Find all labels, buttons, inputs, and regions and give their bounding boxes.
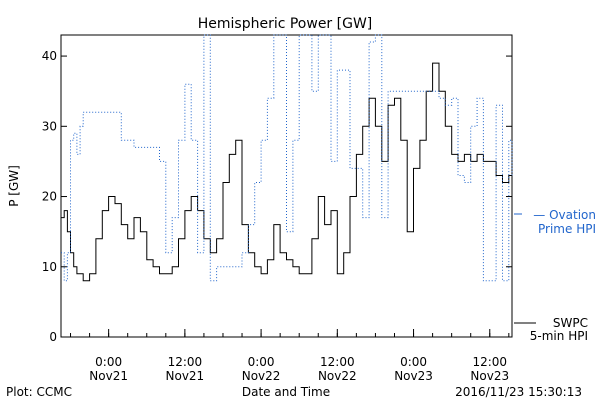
x-tick-label-time: 0:00: [400, 355, 427, 369]
chart-title: Hemispheric Power [GW]: [198, 16, 373, 32]
y-axis-label: P [GW]: [7, 165, 21, 207]
x-tick-label-date: Nov21: [89, 369, 128, 383]
x-tick-label-time: 12:00: [320, 355, 355, 369]
x-axis: 0:00Nov2112:00Nov210:00Nov2212:00Nov220:…: [70, 329, 510, 383]
x-tick-label-date: Nov22: [318, 369, 357, 383]
x-tick-label-date: Nov21: [166, 369, 205, 383]
x-axis-label: Date and Time: [242, 385, 330, 399]
y-tick-label: 10: [42, 260, 57, 274]
series-swpc-line: [61, 62, 513, 282]
series-ovation-line: [61, 34, 513, 282]
x-tick-label-time: 12:00: [168, 355, 203, 369]
y-axis: 0 10 20 30 40: [42, 49, 512, 344]
x-tick-label-date: Nov22: [242, 369, 281, 383]
plot-frame: [60, 34, 513, 338]
series-group: [61, 34, 513, 282]
y-tick-label: 30: [42, 119, 57, 133]
y-tick-label: 0: [49, 330, 57, 344]
legend-swpc-label-2: 5-min HPI: [530, 329, 588, 343]
legend-ovation-label: — Ovation: [533, 208, 596, 222]
x-tick-label-time: 0:00: [95, 355, 122, 369]
x-tick-label-date: Nov23: [394, 369, 433, 383]
x-tick-label-time: 12:00: [472, 355, 507, 369]
x-tick-label-date: Nov23: [470, 369, 509, 383]
y-tick-label: 20: [42, 190, 57, 204]
plot-credit: Plot: CCMC: [6, 385, 72, 399]
legend-ovation-label-2: Prime HPI: [538, 222, 596, 236]
legend-swpc-label: SWPC: [553, 316, 588, 330]
x-tick-label-time: 0:00: [248, 355, 275, 369]
plot-timestamp: 2016/11/23 15:30:13: [455, 385, 582, 399]
y-tick-label: 40: [42, 49, 57, 63]
